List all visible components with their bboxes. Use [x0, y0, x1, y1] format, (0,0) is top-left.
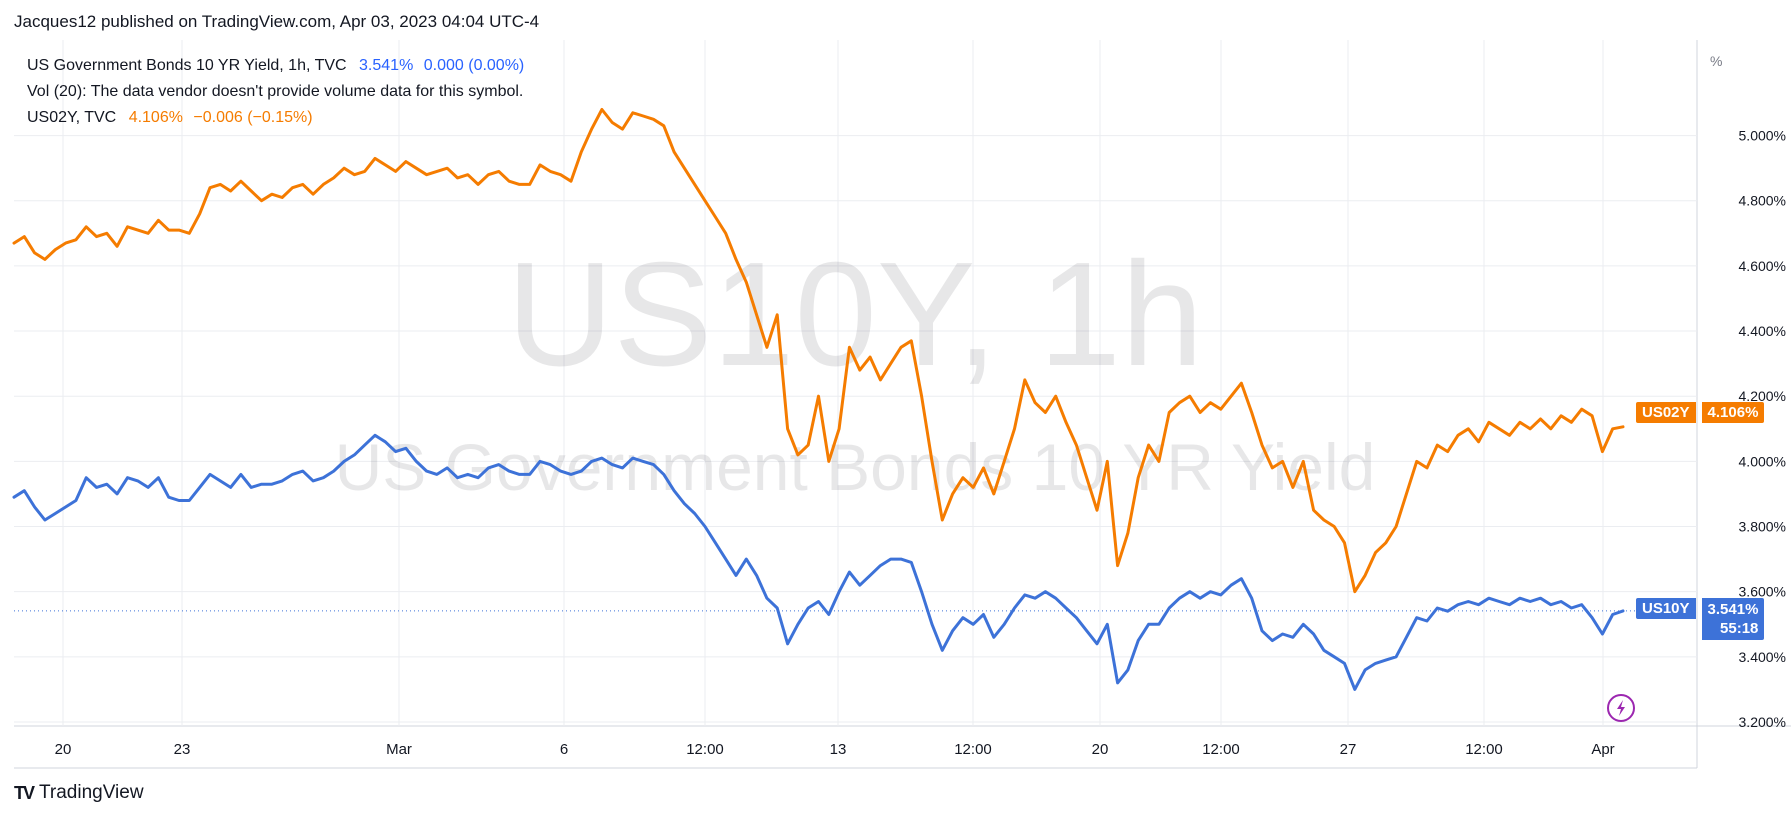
- us10y-badge-countdown: 55:18: [1720, 620, 1759, 637]
- legend-us02y-value: 4.106%: [128, 109, 183, 126]
- watermark-symbol: US10Y, 1h: [507, 232, 1204, 397]
- series-line-us10y: [12, 433, 1625, 691]
- y-tick-label: 4.000%: [1739, 453, 1786, 469]
- grid-lines: [14, 40, 1697, 726]
- us10y-badge-label: US10Y: [1636, 598, 1696, 619]
- x-tick-label: 12:00: [1465, 741, 1503, 758]
- y-tick-label: 4.400%: [1739, 323, 1786, 339]
- legend-us10y-row[interactable]: US Government Bonds 10 YR Yield, 1h, TVC…: [27, 53, 524, 79]
- series-line-us02y: [12, 108, 1625, 594]
- legend-us10y-value: 3.541%: [359, 57, 414, 74]
- legend-us10y-change: 0.000 (0.00%): [423, 57, 525, 74]
- y-axis-unit: %: [1710, 53, 1722, 69]
- y-tick-label: 4.800%: [1739, 193, 1786, 209]
- x-tick-label: 12:00: [686, 741, 724, 758]
- us10y-badge-value: 3.541%: [1707, 601, 1759, 618]
- y-tick-label: 3.200%: [1739, 714, 1786, 730]
- watermark-description: US Government Bonds 10 YR Yield: [335, 430, 1376, 504]
- x-tick-label: 12:00: [1202, 741, 1240, 758]
- x-tick-label: Apr: [1591, 741, 1614, 758]
- us02y-badge-label: US02Y: [1636, 402, 1696, 423]
- replay-button[interactable]: [1607, 694, 1635, 722]
- x-axis[interactable]: 20 23 Mar 6 12:00 13 12:00 20 12:00 27 12:00 Apr: [55, 741, 1615, 758]
- lightning-icon: [1607, 694, 1635, 722]
- x-tick-label: 27: [1340, 741, 1357, 758]
- legend-volume-row[interactable]: Vol (20): The data vendor doesn't provid…: [27, 79, 524, 105]
- y-tick-label: 3.800%: [1739, 519, 1786, 535]
- tradingview-logo[interactable]: TV TradingView: [14, 782, 144, 804]
- x-tick-label: Mar: [386, 741, 412, 758]
- x-tick-label: 20: [55, 741, 72, 758]
- y-tick-label: 3.400%: [1739, 649, 1786, 665]
- x-tick-label: 20: [1092, 741, 1109, 758]
- us02y-badge-value: 4.106%: [1701, 402, 1765, 423]
- tradingview-logo-text: TradingView: [39, 782, 144, 803]
- y-tick-label: 3.600%: [1739, 584, 1786, 600]
- publish-caption: Jacques12 published on TradingView.com, …: [14, 12, 540, 31]
- us10y-price-badge: US10Y 3.541% 55:18: [1636, 598, 1765, 640]
- legend-us02y-change: −0.006 (−0.15%): [193, 109, 313, 126]
- x-tick-label: 12:00: [954, 741, 992, 758]
- us10y-badge-value-block: 3.541% 55:18: [1701, 598, 1765, 640]
- series-lines: [12, 108, 1625, 691]
- x-tick-label: 23: [174, 741, 191, 758]
- y-tick-label: 4.200%: [1739, 388, 1786, 404]
- legend-us02y-name: US02Y, TVC: [27, 109, 117, 126]
- chart-legend: US Government Bonds 10 YR Yield, 1h, TVC…: [27, 53, 524, 131]
- watermark: US10Y, 1h US Government Bonds 10 YR Yiel…: [335, 232, 1376, 504]
- us02y-price-badge: US02Y 4.106%: [1636, 402, 1765, 423]
- y-axis[interactable]: 5.000% 4.800% 4.600% 4.400% 4.200% 4.000% 3.80…: [1739, 128, 1786, 730]
- tradingview-logo-icon: TV: [14, 782, 35, 803]
- legend-us10y-name: US Government Bonds 10 YR Yield, 1h, TVC: [27, 57, 347, 74]
- x-tick-label: 6: [560, 741, 568, 758]
- y-tick-label: 4.600%: [1739, 258, 1786, 274]
- lightning-bolt: [1617, 700, 1625, 716]
- x-tick-label: 13: [830, 741, 847, 758]
- legend-volume-text: Vol (20): The data vendor doesn't provid…: [27, 83, 524, 100]
- legend-us02y-row[interactable]: US02Y, TVC 4.106% −0.006 (−0.15%): [27, 105, 524, 131]
- chart-frame: [14, 40, 1791, 769]
- y-tick-label: 5.000%: [1739, 128, 1786, 144]
